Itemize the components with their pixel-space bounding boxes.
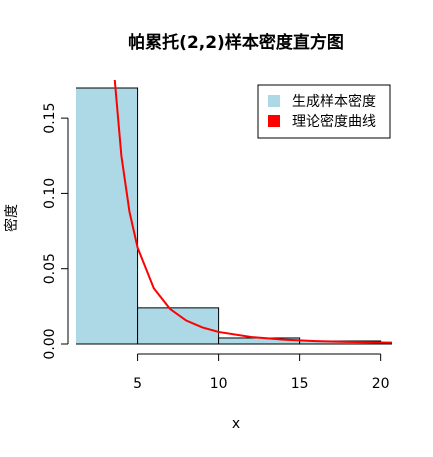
- legend-label: 生成样本密度: [292, 93, 376, 110]
- x-tick-label: 15: [291, 376, 309, 392]
- density-curve: [113, 80, 392, 344]
- chart-title: 帕累托(2,2)样本密度直方图: [128, 32, 344, 53]
- x-tick-label: 10: [210, 376, 228, 392]
- bar: [137, 307, 220, 345]
- y-tick-label: 0.10: [42, 178, 58, 209]
- bar: [76, 87, 139, 345]
- x-axis-label: x: [232, 416, 240, 432]
- legend-swatch: [268, 95, 280, 107]
- x-tick-label: 5: [133, 376, 142, 392]
- legend-label: 理论密度曲线: [292, 113, 376, 130]
- x-tick-label: 20: [372, 376, 390, 392]
- legend-box: [257, 84, 391, 139]
- legend-swatch: [268, 115, 280, 127]
- y-axis-label: 密度: [3, 204, 20, 232]
- y-tick-label: 0.00: [42, 328, 58, 359]
- plot-area: [76, 80, 392, 345]
- y-tick-label: 0.05: [42, 253, 58, 284]
- y-tick-label: 0.15: [42, 103, 58, 134]
